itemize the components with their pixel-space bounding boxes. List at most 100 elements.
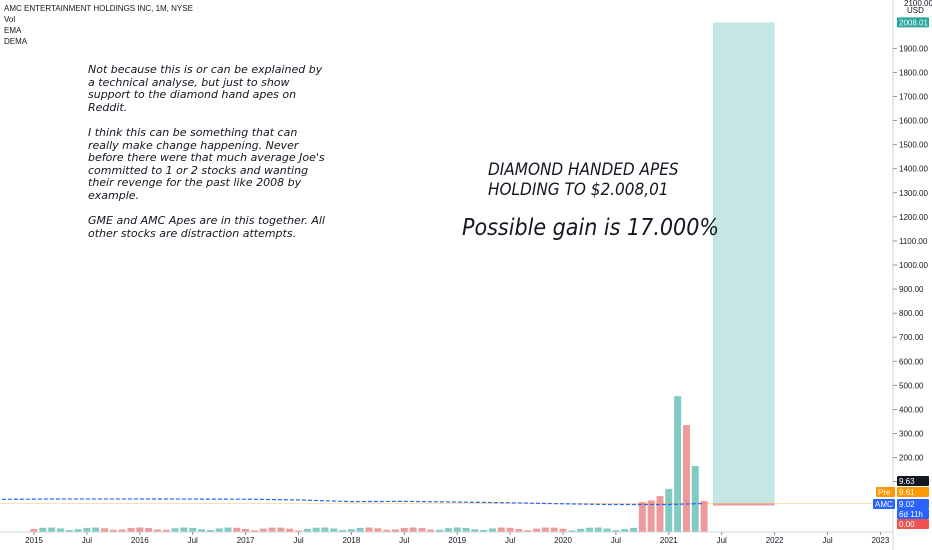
headline-diamond-hands[interactable]: DIAMOND HANDED APES HOLDING TO $2.008,01 (488, 160, 679, 200)
volume-bar (48, 527, 56, 532)
volume-bar (559, 528, 567, 532)
price-tag-pre: 9.61 (899, 488, 915, 497)
volume-bar (189, 527, 197, 532)
headline-line-1: DIAMOND HANDED APES (488, 160, 679, 180)
volume-bar (268, 527, 276, 532)
indicator-dema[interactable]: DEMA (4, 37, 28, 46)
time-tick-label: Jul (822, 536, 832, 545)
volume-bar (533, 528, 541, 532)
volume-bar (647, 500, 655, 532)
note-paragraph: I think this can be something that can r… (88, 125, 325, 202)
volume-bar (594, 527, 602, 532)
volume-bar (145, 528, 153, 532)
price-tick-label: 1100.00 (899, 237, 928, 246)
price-tick-label: 500.00 (899, 381, 924, 390)
volume-bar (471, 529, 479, 532)
volume-bar (453, 527, 461, 532)
volume-bar (488, 528, 496, 532)
time-tick-label: Jul (717, 536, 727, 545)
target-zone[interactable] (712, 22, 775, 504)
time-tick-label: 2017 (237, 536, 255, 545)
volume-bar (153, 529, 161, 532)
volume-bar (286, 528, 294, 532)
time-tick-label: 2015 (25, 536, 43, 545)
volume-bar (356, 527, 364, 532)
time-tick-label: Jul (399, 536, 409, 545)
indicator-ema[interactable]: EMA (4, 26, 22, 35)
volume-bar (277, 527, 285, 532)
volume-bar (409, 527, 417, 532)
price-tick-label: 200.00 (899, 454, 924, 463)
volume-bar (515, 528, 523, 532)
volume-bar (30, 528, 38, 532)
price-tag-last-bg (897, 476, 929, 486)
volume-bar (312, 527, 320, 532)
stop-zone[interactable] (712, 503, 775, 506)
time-tick-label: Jul (505, 536, 515, 545)
price-tag-symbol-bg (873, 499, 895, 509)
price-series[interactable] (0, 498, 705, 506)
volume-bar (374, 528, 382, 532)
price-tick-label: 2100.00 (904, 0, 932, 8)
price-tick-label: 1800.00 (899, 68, 928, 77)
volume-bar (427, 529, 435, 532)
volume-bar (391, 529, 399, 532)
volume-bar (206, 530, 214, 532)
volume-bar (383, 529, 391, 532)
volume-bar (127, 528, 135, 532)
volume-bar (524, 530, 532, 532)
headline-possible-gain[interactable]: Possible gain is 17.000% (462, 215, 720, 241)
price-axis-unit: USD (907, 6, 924, 15)
time-tick-label: Jul (82, 536, 92, 545)
volume-bar (585, 527, 593, 532)
price-tag-pre-label-bg (876, 487, 895, 497)
time-tick-label: 2020 (554, 536, 572, 545)
symbol-title[interactable]: AMC ENTERTAINMENT HOLDINGS INC, 1M, NYSE (4, 4, 193, 13)
volume-bar (303, 528, 311, 532)
price-tag-symbol: AMC (875, 500, 893, 509)
price-tag-target-bg (897, 17, 929, 28)
volume-bar (65, 530, 73, 532)
price-tick-label: 400.00 (899, 405, 924, 414)
price-tick-label: 1300.00 (899, 189, 928, 198)
price-tick-label: 600.00 (899, 357, 924, 366)
volume-bar (682, 425, 690, 532)
annotation-note[interactable]: Not because this is or can be explained … (88, 63, 328, 240)
volume-bar (497, 527, 505, 532)
volume-bar (83, 527, 91, 532)
volume-bar (330, 528, 338, 532)
note-paragraph: GME and AMC Apes are in this together. A… (88, 214, 325, 240)
indicator-vol[interactable]: Vol (4, 15, 16, 24)
price-tick-label: 1700.00 (899, 93, 928, 102)
price-tag-current-bg (897, 499, 929, 509)
volume-bar (506, 527, 514, 532)
volume-bar (198, 529, 206, 532)
price-tick-label: 1900.00 (899, 44, 928, 53)
volume-bar (136, 527, 144, 532)
volume-bar (321, 527, 329, 532)
chart-legend: AMC ENTERTAINMENT HOLDINGS INC, 1M, NYSE… (4, 3, 193, 47)
price-tick-label: 1500.00 (899, 141, 928, 150)
volume-bar (118, 529, 126, 532)
volume-bar (250, 530, 258, 532)
volume-bar (215, 528, 223, 532)
time-tick-label: 2022 (766, 536, 784, 545)
volume-bar (56, 528, 64, 532)
time-axis: 2015 Jul 2016 Jul 2017 Jul 2018 Jul 2019 Jul 2020 J… (25, 532, 890, 545)
volume-bar (74, 529, 82, 532)
volume-bar (550, 527, 558, 532)
price-tick-label: 1200.00 (899, 213, 928, 222)
volume-bar (295, 530, 302, 532)
volume-bar (568, 530, 576, 532)
volume-bar (339, 530, 347, 532)
volume-bar (224, 527, 232, 532)
volume-bar (418, 528, 426, 532)
price-tag-last: 9.63 (899, 477, 915, 486)
price-tag-target: 2008.01 (899, 18, 928, 27)
volume-bar (656, 496, 664, 532)
time-tick-label: Jul (293, 536, 303, 545)
time-tick-label: 2018 (343, 536, 361, 545)
price-tag-zero: 0.00 (899, 520, 915, 529)
